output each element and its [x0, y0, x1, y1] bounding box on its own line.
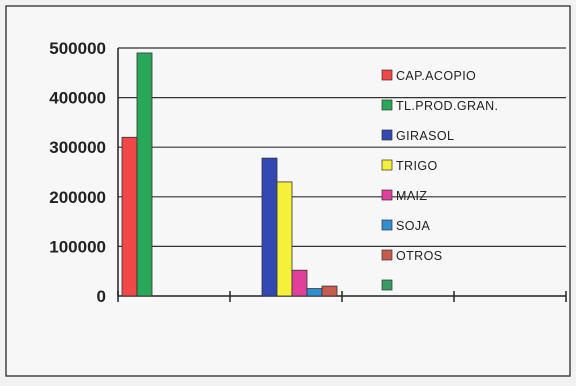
legend-label: CAP.ACOPIO	[396, 69, 476, 83]
legend-swatch	[381, 279, 393, 291]
legend-label: MAIZ	[396, 189, 427, 203]
legend-label: GIRASOL	[396, 129, 454, 143]
legend-swatch	[381, 219, 393, 231]
bar-cap-acopio	[121, 136, 138, 297]
y-tick-label: 200000	[49, 188, 106, 207]
bars	[121, 52, 338, 297]
y-tick-label: 500000	[49, 39, 106, 58]
legend: CAP.ACOPIO TL.PROD.GRAN. GIRASOL TRIGO MAIZ S…	[381, 69, 498, 291]
bar-tl-prod-gran	[136, 52, 153, 297]
bar-otros	[321, 285, 338, 297]
axes	[117, 48, 567, 302]
bar-girasol	[261, 157, 278, 297]
legend-swatch	[381, 189, 393, 201]
y-tick-labels: 500000 400000 300000 200000 100000 0	[49, 39, 106, 306]
legend-label: SOJA	[396, 219, 431, 233]
legend-label: TL.PROD.GRAN.	[396, 99, 498, 113]
legend-label: TRIGO	[396, 159, 438, 173]
legend-swatch	[381, 249, 393, 261]
legend-swatch	[381, 159, 393, 171]
y-tick-label: 0	[97, 287, 106, 306]
bar-maiz	[291, 269, 308, 297]
bar-trigo	[276, 181, 293, 297]
legend-swatch	[381, 129, 393, 141]
legend-label: OTROS	[396, 249, 442, 263]
legend-swatch	[381, 99, 393, 111]
y-tick-label: 100000	[49, 237, 106, 256]
legend-swatch	[381, 69, 393, 81]
y-tick-label: 300000	[49, 138, 106, 157]
bar-soja	[306, 288, 323, 297]
gridlines	[118, 47, 566, 247]
y-tick-label: 400000	[49, 89, 106, 108]
